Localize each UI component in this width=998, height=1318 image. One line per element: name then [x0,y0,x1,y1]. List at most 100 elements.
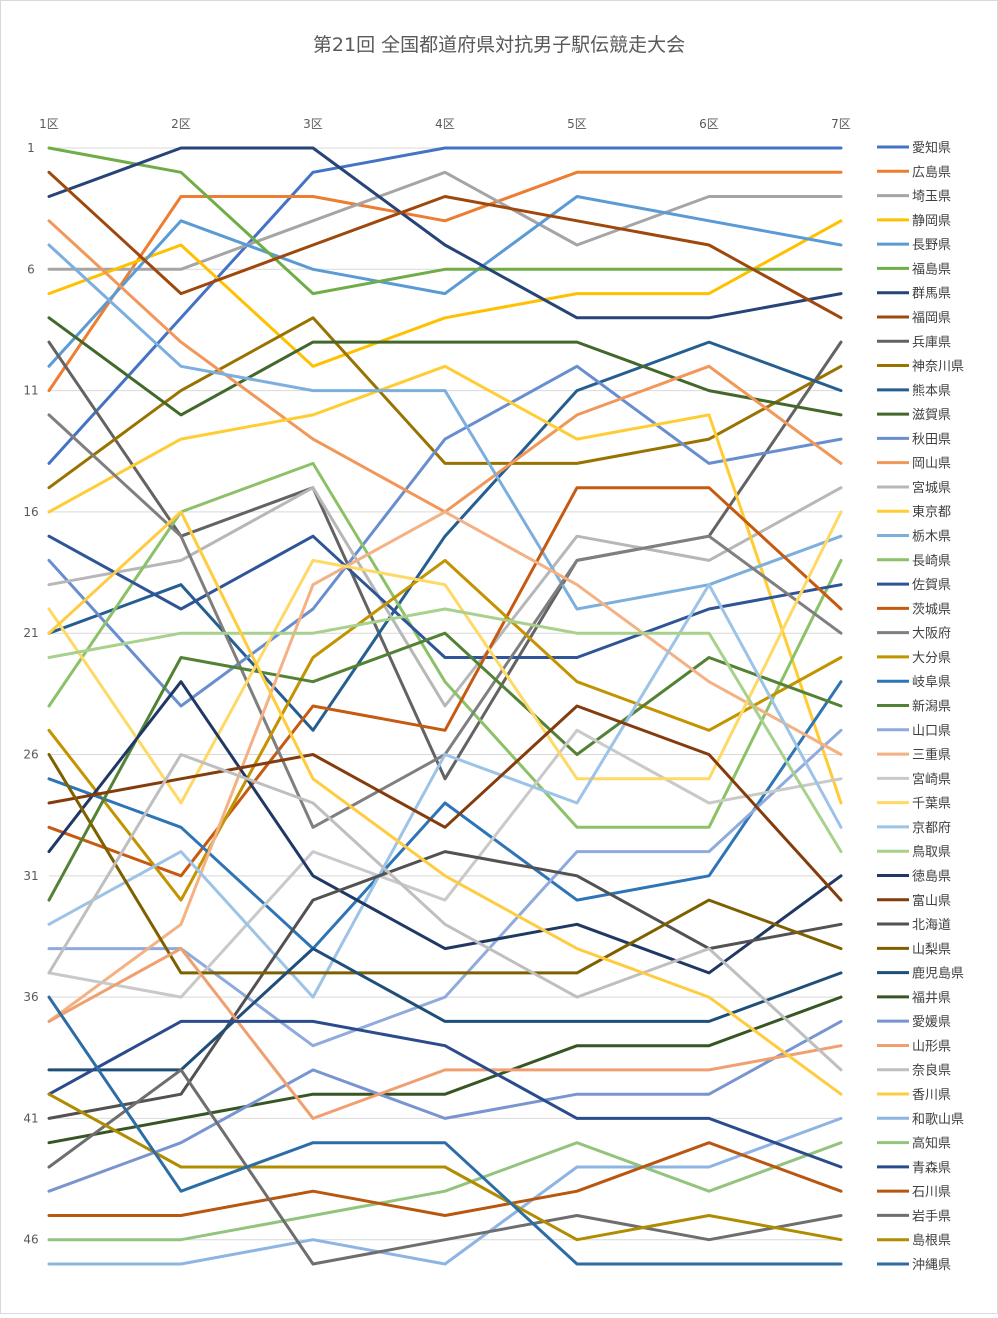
legend-item: 鳥取県 [877,845,951,860]
legend-item: 静岡県 [877,214,951,229]
legend-label: 高知県 [912,1136,951,1152]
series-line [47,1141,843,1217]
legend-item: 福岡県 [877,311,951,326]
legend-label: 宮城県 [912,480,951,496]
legend-label: 岩手県 [912,1209,951,1224]
legend-label: 奈良県 [912,1063,951,1079]
legend-item: 山梨県 [877,942,951,957]
legend-label: 岐阜県 [912,674,951,690]
legend-label: 富山県 [912,893,951,909]
legend-item: 秋田県 [877,432,951,447]
legend-label: 島根県 [912,1234,951,1249]
series-line [47,146,843,296]
y-tick-label: 41 [23,1111,38,1125]
legend-item: 三重県 [877,747,951,763]
series-line [47,704,843,902]
legend-item: 福井県 [877,991,951,1006]
x-tick-label: 6区 [699,117,719,131]
legend-label: 愛知県 [912,140,951,156]
series-line [47,364,843,708]
legend-label: 東京都 [912,504,951,520]
legend-label: 神奈川県 [912,360,964,375]
series-line [47,486,843,878]
legend-item: 愛知県 [877,140,951,156]
legend-item: 徳島県 [877,869,951,884]
series-line [47,219,843,368]
x-tick-label: 1区 [39,117,59,131]
series-line [47,558,843,902]
legend-label: 岡山県 [912,457,951,472]
series-line [47,995,843,1145]
y-tick-label: 46 [23,1233,38,1247]
legend-item: 茨城県 [877,602,951,617]
legend-item: 愛媛県 [877,1015,951,1030]
legend-label: 和歌山県 [912,1112,964,1127]
series-line [47,316,843,490]
legend-item: 和歌山県 [877,1112,964,1127]
legend-label: 三重県 [912,747,951,763]
series-line [47,170,843,271]
legend-item: 大阪府 [877,627,951,642]
series-lines [47,146,843,1266]
series-line [47,1116,843,1266]
series-line [47,170,843,393]
series-line [47,486,843,708]
y-tick-label: 1 [27,141,35,155]
series-line [47,947,843,1120]
series-line [47,510,843,805]
legend-label: 茨城県 [912,602,951,617]
y-tick-label: 11 [23,384,38,398]
legend-item: 長崎県 [877,554,951,569]
series-line [47,364,843,805]
series-line [47,413,843,829]
legend-item: 兵庫県 [877,335,951,350]
legend-item: 宮城県 [877,480,951,496]
legend-label: 大分県 [912,651,951,666]
legend-item: 奈良県 [877,1063,951,1079]
x-tick-label: 3区 [303,117,323,131]
legend-item: 滋賀県 [877,408,951,423]
x-axis-ticks: 1区 2区 3区 4区 5区 6区 7区 [39,117,851,131]
series-line [47,146,843,465]
legend-label: 北海道 [912,918,951,933]
legend-item: 栃木県 [877,530,951,545]
legend-label: 新潟県 [912,699,951,715]
series-line [47,753,843,975]
legend-item: 北海道 [877,918,951,933]
legend-label: 沖縄県 [912,1258,951,1273]
legend-label: 佐賀県 [912,578,951,593]
series-line [47,195,843,368]
legend-item: 宮崎県 [877,771,951,787]
series-line [47,170,843,320]
legend-label: 香川県 [912,1088,951,1103]
legend-label: 兵庫県 [912,335,951,350]
legend-item: 富山県 [877,893,951,909]
series-line [47,947,843,1072]
legend-item: 埼玉県 [877,190,951,205]
legend-label: 千葉県 [912,797,951,812]
legend-label: 徳島県 [912,869,951,884]
series-line [47,510,843,1096]
series-line [47,995,843,1266]
y-tick-label: 31 [23,869,38,883]
legend-label: 滋賀県 [912,408,951,423]
series-line [47,631,843,902]
legend-label: 山梨県 [912,942,951,957]
series-line [47,728,843,999]
legend-label: 鹿児島県 [912,966,964,982]
series-line [47,583,843,999]
legend-item: 群馬県 [877,287,951,302]
series-line [47,1068,843,1266]
legend-item: 鹿児島県 [877,966,964,982]
legend-item: 新潟県 [877,699,951,715]
legend-label: 熊本県 [912,383,951,399]
series-line [47,680,843,975]
legend-item: 佐賀県 [877,578,951,593]
legend-label: 大阪府 [912,627,951,642]
legend-label: 長野県 [912,238,951,253]
legend-item: 山口県 [877,724,951,739]
legend-item: 長野県 [877,238,951,253]
